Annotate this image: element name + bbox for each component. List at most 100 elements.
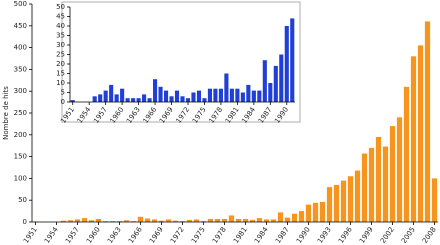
x-tick-label: 1996	[337, 225, 354, 245]
bar	[193, 219, 200, 222]
bar	[375, 136, 382, 222]
bar	[218, 88, 223, 102]
bar	[60, 220, 67, 222]
bar	[396, 117, 403, 222]
y-tick-label: 10	[56, 79, 65, 87]
y-tick-label: 0	[61, 98, 65, 106]
x-tick-label: 1954	[43, 225, 60, 245]
bar	[116, 221, 123, 222]
bar	[235, 88, 240, 102]
bar	[256, 218, 263, 222]
x-tick-label: 1987	[274, 226, 291, 245]
bar	[70, 100, 75, 102]
bar	[142, 94, 147, 102]
bar	[200, 221, 207, 222]
bar	[151, 219, 158, 222]
bar	[74, 219, 81, 222]
bar	[249, 219, 256, 222]
x-tick-label: 1999	[358, 226, 375, 245]
bar	[242, 218, 249, 222]
x-tick-label: 1975	[190, 226, 207, 245]
bar	[277, 212, 284, 222]
bar	[207, 218, 214, 222]
y-tick-label: 300	[14, 87, 27, 95]
bar	[257, 90, 262, 102]
bar	[270, 219, 277, 222]
bar	[174, 90, 180, 102]
bar	[186, 219, 193, 222]
x-tick-label: 1984	[253, 225, 270, 245]
x-tick-label: 1972	[169, 226, 186, 245]
bar	[417, 45, 424, 222]
x-tick-label: 2008	[421, 226, 438, 245]
bar	[202, 98, 207, 102]
bar	[340, 180, 347, 222]
bar	[290, 18, 295, 102]
bar	[163, 90, 169, 102]
bar	[147, 98, 152, 102]
bar	[158, 86, 163, 102]
bar	[410, 56, 417, 222]
x-tick-label: 1966	[127, 225, 144, 245]
bar	[130, 221, 137, 222]
y-tick-label: 50	[18, 196, 27, 204]
bar	[382, 146, 389, 222]
y-tick-label: 20	[56, 60, 65, 68]
bar	[169, 96, 174, 102]
y-tick-label: 150	[14, 153, 27, 161]
x-tick-label: 1969	[148, 226, 165, 245]
y-axis-label: Nombre de hits	[2, 86, 10, 140]
y-tick-label: 0	[23, 218, 27, 226]
bar	[368, 147, 375, 222]
bar	[284, 217, 291, 222]
bar	[191, 92, 196, 102]
bar	[361, 153, 368, 222]
y-tick-label: 200	[14, 131, 27, 139]
x-tick-label: 1957	[64, 226, 81, 245]
bar	[246, 84, 251, 102]
bar	[123, 220, 130, 222]
x-tick-label: 1978	[211, 226, 228, 245]
bar	[284, 26, 289, 102]
y-tick-label: 50	[56, 3, 65, 11]
bar	[305, 204, 312, 222]
bar	[431, 178, 438, 222]
y-tick-label: 15	[56, 70, 65, 78]
bar	[347, 176, 354, 222]
bar	[279, 54, 284, 102]
bar	[389, 126, 396, 222]
x-tick-label: 2002	[379, 226, 396, 245]
y-tick-label: 250	[14, 109, 27, 117]
x-tick-label: 1990	[295, 226, 312, 245]
bar	[109, 84, 114, 102]
bar	[144, 218, 151, 222]
bar	[103, 90, 108, 102]
bar	[251, 90, 256, 102]
bar	[354, 170, 361, 222]
bar	[102, 221, 109, 222]
bar	[319, 201, 326, 222]
bar	[221, 218, 228, 222]
bar	[131, 98, 136, 102]
bar	[67, 220, 74, 222]
y-tick-label: 400	[14, 44, 27, 52]
bar	[81, 218, 88, 222]
y-tick-label: 100	[14, 174, 27, 182]
bar	[114, 94, 119, 102]
bar	[291, 213, 298, 222]
bar	[125, 98, 130, 102]
bar	[109, 221, 116, 222]
bar	[333, 184, 340, 222]
bar	[424, 21, 431, 222]
bar	[273, 65, 278, 102]
bar	[268, 83, 273, 102]
y-tick-label: 450	[14, 22, 27, 30]
bar	[403, 86, 410, 222]
y-tick-label: 35	[56, 32, 65, 40]
bar	[120, 88, 125, 102]
bar	[136, 98, 141, 102]
y-tick-label: 30	[56, 41, 65, 49]
bar	[224, 73, 229, 102]
bar	[185, 98, 191, 102]
